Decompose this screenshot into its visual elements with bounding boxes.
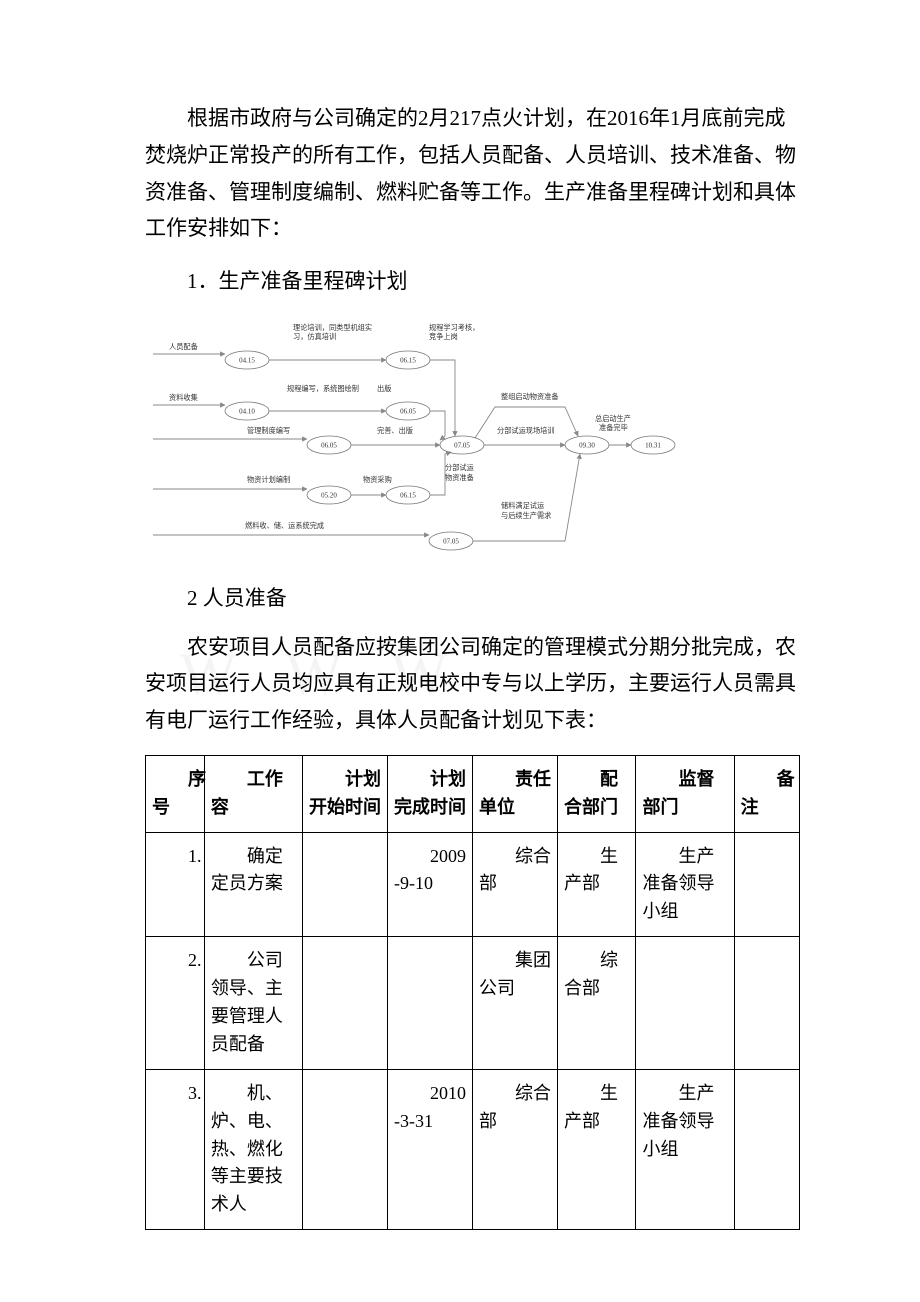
table-cell: 综合部 [558, 937, 636, 1070]
svg-text:与后续生产需求: 与后续生产需求 [501, 511, 551, 520]
table-cell: 3. [146, 1069, 205, 1229]
table-cell: 生产准备领导小组 [636, 1069, 734, 1229]
svg-text:整组启动物资准备: 整组启动物资准备 [501, 392, 559, 401]
milestone-flowchart: 04.15 06.15 04.10 06.05 06.05 05.20 06.15 07.05… [145, 312, 685, 562]
table-row: 2.公司领导、主要管理人员配备 集团公司综合部 [146, 937, 800, 1070]
table-cell: 1. [146, 832, 205, 937]
svg-text:07.05: 07.05 [443, 537, 459, 545]
flowchart-svg: 04.15 06.15 04.10 06.05 06.05 05.20 06.15 07.05… [145, 312, 685, 562]
svg-text:习，仿真培训: 习，仿真培训 [293, 332, 336, 341]
table-cell: 集团公司 [472, 937, 557, 1070]
svg-text:10.31: 10.31 [645, 441, 661, 449]
svg-text:燃料收、储、运系统完成: 燃料收、储、运系统完成 [245, 521, 324, 530]
svg-text:理论培训，同类型机组实: 理论培训，同类型机组实 [293, 323, 372, 332]
table-cell: 2009-9-10 [387, 832, 472, 937]
table-cell [387, 937, 472, 1070]
svg-text:分部试运: 分部试运 [445, 463, 474, 472]
svg-text:物资计划编制: 物资计划编制 [247, 475, 290, 484]
table-cell: 确定定员方案 [204, 832, 302, 937]
table-cell: 综合部 [472, 832, 557, 937]
personnel-plan-table: 序号 工作容 计划开始时间 计划完成时间 责任单位 配合部门 监督部门 备注 1… [145, 755, 800, 1230]
col-header: 备注 [734, 755, 799, 832]
svg-text:储料满足试运: 储料满足试运 [501, 501, 544, 510]
svg-text:05.20: 05.20 [321, 491, 337, 499]
svg-text:总启动生产: 总启动生产 [595, 414, 631, 423]
svg-text:管理制度编写: 管理制度编写 [247, 426, 290, 435]
table-cell: 综合部 [472, 1069, 557, 1229]
svg-text:完善、出版: 完善、出版 [377, 426, 413, 435]
svg-text:规程编写，系统图绘制: 规程编写，系统图绘制 [287, 384, 359, 393]
col-header: 责任单位 [472, 755, 557, 832]
svg-text:04.15: 04.15 [239, 356, 255, 364]
intro-paragraph: 根据市政府与公司确定的2月217点火计划，在2016年1月底前完成焚烧炉正常投产… [145, 100, 800, 247]
col-header: 序号 [146, 755, 205, 832]
table-cell [734, 832, 799, 937]
svg-text:物资采购: 物资采购 [363, 475, 392, 484]
svg-text:分部试运现场培训: 分部试运现场培训 [497, 426, 555, 435]
table-cell: 生产部 [558, 1069, 636, 1229]
svg-text:04.10: 04.10 [239, 407, 255, 415]
col-header: 监督部门 [636, 755, 734, 832]
table-cell [302, 832, 387, 937]
section2-paragraph: 农安项目人员配备应按集团公司确定的管理模式分期分批完成，农安项目运行人员均应具有… [145, 629, 800, 739]
svg-text:06.05: 06.05 [321, 441, 337, 449]
svg-text:06.15: 06.15 [400, 356, 416, 364]
svg-text:规程学习考核，: 规程学习考核， [429, 323, 479, 332]
table-cell: 生产部 [558, 832, 636, 937]
table-row: 3.机、炉、电、热、燃化等主要技术人 2010-3-31综合部生产部生产准备领导小… [146, 1069, 800, 1229]
table-cell: 公司领导、主要管理人员配备 [204, 937, 302, 1070]
svg-text:人员配备: 人员配备 [169, 342, 198, 351]
table-cell: 2010-3-31 [387, 1069, 472, 1229]
col-header: 工作容 [204, 755, 302, 832]
table-row: 1.确定定员方案 2009-9-10综合部生产部生产准备领导小组 [146, 832, 800, 937]
table-cell [734, 937, 799, 1070]
svg-text:06.15: 06.15 [400, 491, 416, 499]
section1-heading: 1．生产准备里程碑计划 [145, 263, 800, 300]
table-cell [734, 1069, 799, 1229]
table-cell: 2. [146, 937, 205, 1070]
table-cell [636, 937, 734, 1070]
table-cell: 机、炉、电、热、燃化等主要技术人 [204, 1069, 302, 1229]
svg-text:准备完毕: 准备完毕 [599, 423, 628, 432]
col-header: 计划开始时间 [302, 755, 387, 832]
col-header: 配合部门 [558, 755, 636, 832]
svg-text:物资准备: 物资准备 [445, 473, 474, 482]
section2-heading: 2 人员准备 [145, 580, 800, 617]
svg-text:09.30: 09.30 [579, 441, 595, 449]
table-cell [302, 1069, 387, 1229]
svg-text:出版: 出版 [377, 384, 391, 393]
svg-text:07.05: 07.05 [454, 441, 470, 449]
col-header: 计划完成时间 [387, 755, 472, 832]
svg-text:06.05: 06.05 [400, 407, 416, 415]
table-cell: 生产准备领导小组 [636, 832, 734, 937]
table-header-row: 序号 工作容 计划开始时间 计划完成时间 责任单位 配合部门 监督部门 备注 [146, 755, 800, 832]
svg-text:资料收集: 资料收集 [169, 393, 198, 402]
svg-text:竞争上岗: 竞争上岗 [429, 332, 458, 341]
table-cell [302, 937, 387, 1070]
